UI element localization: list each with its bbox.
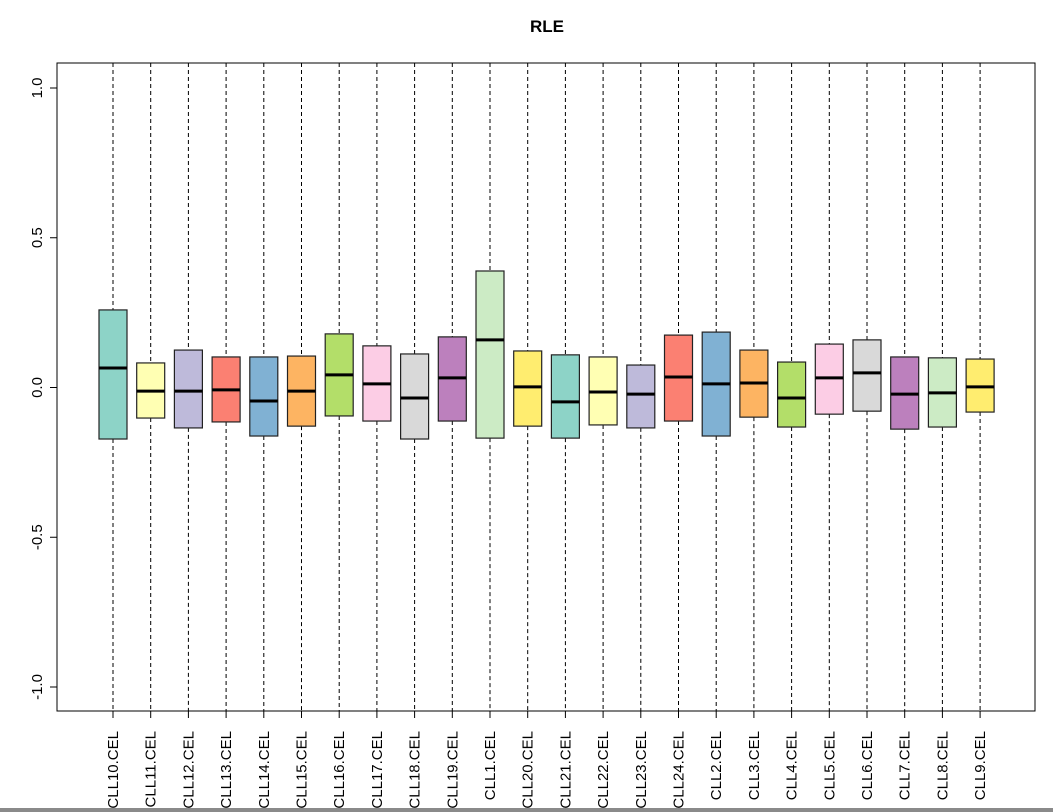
x-tick-label: CLL8.CEL: [934, 731, 951, 800]
box-cll10-cel: [98, 309, 128, 440]
y-tick-label: 0.5: [29, 227, 46, 248]
x-tick-label: CLL24.CEL: [671, 731, 688, 809]
x-tick-label: CLL13.CEL: [218, 731, 235, 809]
chart-title: RLE: [530, 17, 564, 36]
y-tick-label: 0.0: [29, 377, 46, 398]
box-cll23-cel: [626, 364, 656, 429]
x-tick-label: CLL21.CEL: [557, 731, 574, 809]
x-tick-label: CLL9.CEL: [972, 731, 989, 800]
x-tick-label: CLL19.CEL: [444, 731, 461, 809]
x-tick-label: CLL20.CEL: [520, 731, 537, 809]
x-tick-label: CLL3.CEL: [746, 731, 763, 800]
box-cll4-cel: [776, 361, 807, 428]
x-tick-label: CLL15.CEL: [294, 731, 311, 809]
x-tick-label: CLL17.CEL: [369, 731, 386, 809]
y-tick-label: 1.0: [29, 78, 46, 99]
x-tick-label: CLL16.CEL: [331, 731, 348, 809]
y-tick-label: -1.0: [29, 674, 46, 700]
x-tick-label: CLL7.CEL: [897, 731, 914, 800]
box-cll12-cel: [173, 349, 203, 429]
y-tick-label: -0.5: [29, 524, 46, 550]
x-tick-label: CLL23.CEL: [633, 731, 650, 809]
box-cll1-cel: [475, 270, 505, 439]
x-tick-label: CLL1.CEL: [482, 731, 499, 800]
box-cll14-cel: [249, 356, 279, 437]
x-tick-label: CLL14.CEL: [256, 731, 273, 809]
x-tick-label: CLL5.CEL: [821, 731, 838, 800]
x-tick-label: CLL4.CEL: [784, 731, 801, 800]
x-tick-label: CLL10.CEL: [105, 731, 122, 809]
x-tick-label: CLL2.CEL: [708, 731, 725, 800]
plot-frame: [56, 62, 1036, 712]
x-tick-label: CLL6.CEL: [859, 731, 876, 800]
box-cll6-cel: [852, 339, 882, 412]
box-cll20-cel: [513, 350, 543, 427]
x-tick-label: CLL22.CEL: [595, 731, 612, 809]
window-bottom-edge: [0, 808, 1053, 812]
x-tick-label: CLL11.CEL: [143, 731, 160, 807]
x-tick-label: CLL18.CEL: [407, 731, 424, 809]
x-tick-label: CLL12.CEL: [180, 731, 197, 809]
box-cll21-cel: [550, 354, 581, 439]
